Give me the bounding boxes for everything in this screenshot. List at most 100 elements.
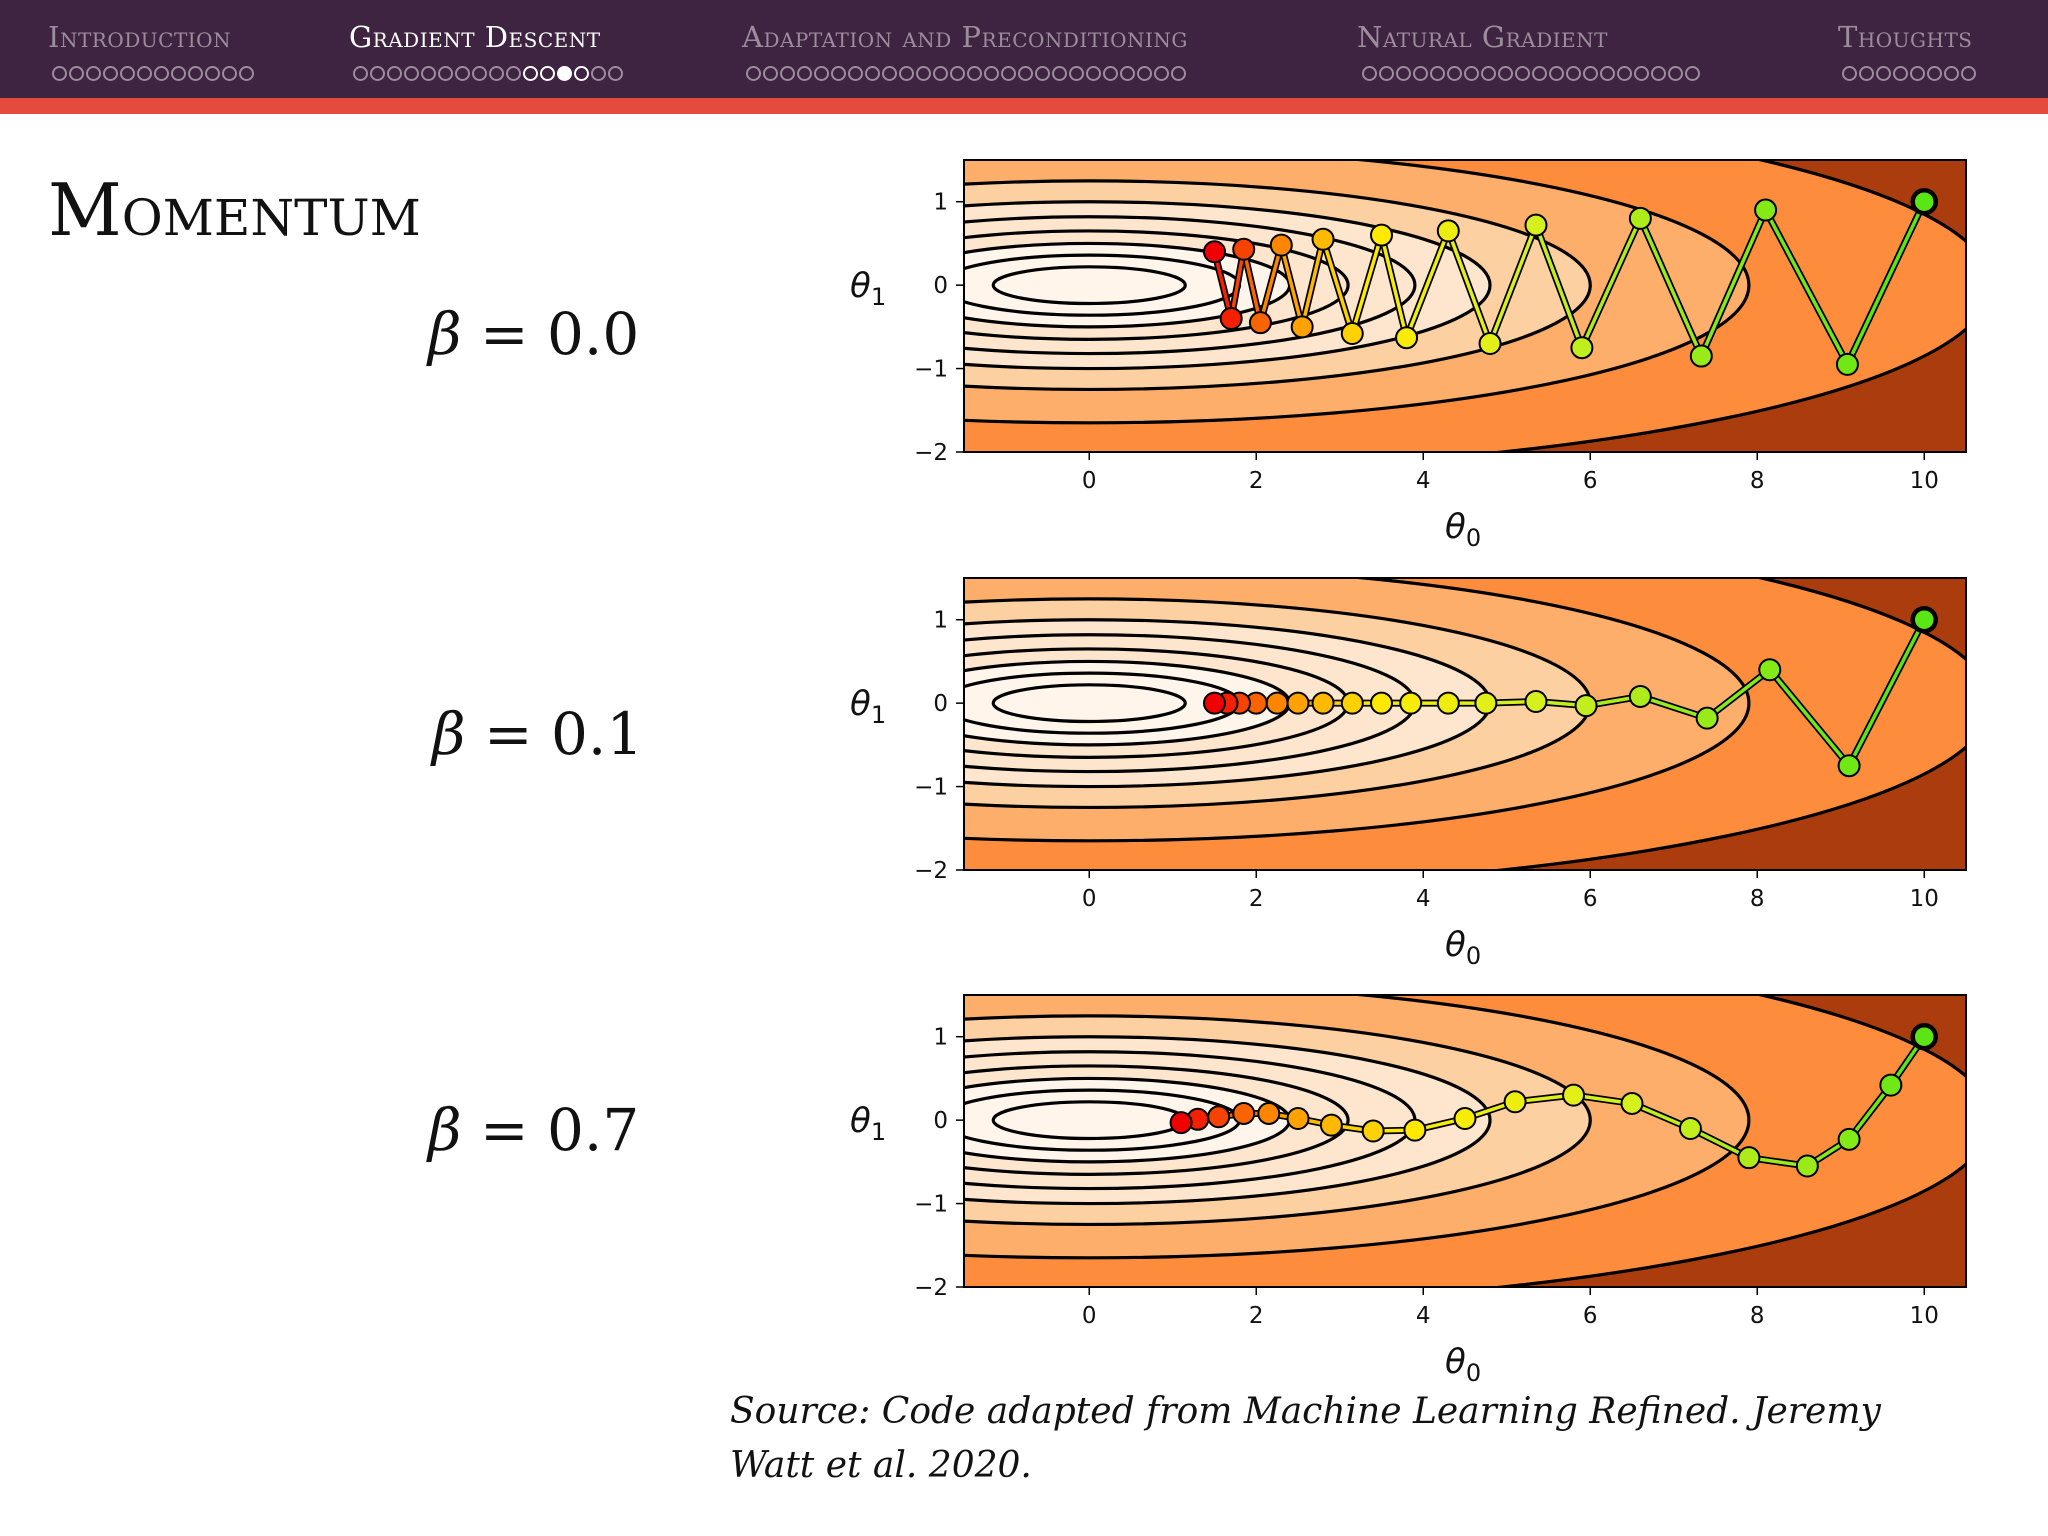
nav-progress-dot[interactable] <box>455 66 470 81</box>
nav-progress-dot[interactable] <box>865 66 880 81</box>
nav-progress-dot[interactable] <box>120 66 135 81</box>
nav-progress-dot[interactable] <box>1876 66 1891 81</box>
nav-progress-dot[interactable] <box>222 66 237 81</box>
nav-progress-dot[interactable] <box>984 66 999 81</box>
nav-progress-dot[interactable] <box>882 66 897 81</box>
nav-progress-dot[interactable] <box>86 66 101 81</box>
nav-dots-introduction[interactable] <box>52 66 254 88</box>
nav-progress-dot[interactable] <box>421 66 436 81</box>
nav-progress-dot[interactable] <box>831 66 846 81</box>
nav-progress-dot[interactable] <box>967 66 982 81</box>
nav-progress-dot[interactable] <box>797 66 812 81</box>
nav-progress-dot[interactable] <box>1464 66 1479 81</box>
nav-progress-dot[interactable] <box>523 66 538 81</box>
nav-progress-dot[interactable] <box>1481 66 1496 81</box>
nav-progress-dot[interactable] <box>1961 66 1976 81</box>
nav-progress-dot[interactable] <box>1069 66 1084 81</box>
nav-progress-dot[interactable] <box>1396 66 1411 81</box>
nav-progress-dot[interactable] <box>404 66 419 81</box>
nav-progress-dot[interactable] <box>950 66 965 81</box>
nav-progress-dot[interactable] <box>1859 66 1874 81</box>
nav-progress-dot[interactable] <box>780 66 795 81</box>
nav-progress-dot[interactable] <box>591 66 606 81</box>
nav-progress-dot[interactable] <box>1893 66 1908 81</box>
nav-progress-dot[interactable] <box>916 66 931 81</box>
nav-progress-dot[interactable] <box>1685 66 1700 81</box>
nav-progress-dot[interactable] <box>1137 66 1152 81</box>
nav-progress-dot[interactable] <box>137 66 152 81</box>
nav-progress-dot[interactable] <box>608 66 623 81</box>
nav-progress-dot[interactable] <box>1651 66 1666 81</box>
nav-progress-dot[interactable] <box>205 66 220 81</box>
nav-progress-dot[interactable] <box>1842 66 1857 81</box>
nav-progress-dot[interactable] <box>1944 66 1959 81</box>
nav-progress-dot[interactable] <box>1120 66 1135 81</box>
nav-progress-dot[interactable] <box>489 66 504 81</box>
nav-progress-dot[interactable] <box>1362 66 1377 81</box>
nav-progress-dot[interactable] <box>1566 66 1581 81</box>
iterate-point <box>1265 691 1289 715</box>
nav-progress-dot[interactable] <box>1668 66 1683 81</box>
nav-progress-dot[interactable] <box>1171 66 1186 81</box>
nav-dots-gradient-descent[interactable] <box>353 66 623 88</box>
nav-progress-dot[interactable] <box>1052 66 1067 81</box>
nav-progress-dot[interactable] <box>1086 66 1101 81</box>
y-tick-label: 1 <box>933 608 948 634</box>
nav-progress-dot[interactable] <box>1600 66 1615 81</box>
nav-progress-dot[interactable] <box>1035 66 1050 81</box>
nav-progress-dot[interactable] <box>438 66 453 81</box>
nav-progress-dot[interactable] <box>52 66 67 81</box>
nav-progress-dot[interactable] <box>1447 66 1462 81</box>
nav-progress-dot[interactable] <box>1532 66 1547 81</box>
nav-progress-dot[interactable] <box>103 66 118 81</box>
nav-progress-dot[interactable] <box>171 66 186 81</box>
nav-progress-dot[interactable] <box>472 66 487 81</box>
nav-progress-dot[interactable] <box>1927 66 1942 81</box>
nav-progress-dot[interactable] <box>1910 66 1925 81</box>
nav-progress-dot[interactable] <box>540 66 555 81</box>
nav-progress-dot[interactable] <box>1515 66 1530 81</box>
nav-progress-dot[interactable] <box>1154 66 1169 81</box>
nav-progress-dot[interactable] <box>1549 66 1564 81</box>
nav-progress-dot[interactable] <box>506 66 521 81</box>
nav-dots-natural-gradient[interactable] <box>1362 66 1700 88</box>
nav-dots-adaptation[interactable] <box>746 66 1186 88</box>
nav-section-adaptation[interactable]: Adaptation and Preconditioning <box>742 20 1188 54</box>
nav-progress-dot[interactable] <box>814 66 829 81</box>
nav-progress-dot[interactable] <box>1634 66 1649 81</box>
nav-progress-dot[interactable] <box>1103 66 1118 81</box>
nav-progress-dot[interactable] <box>1617 66 1632 81</box>
nav-progress-dot[interactable] <box>1413 66 1428 81</box>
nav-progress-dot[interactable] <box>574 66 589 81</box>
nav-progress-dot[interactable] <box>933 66 948 81</box>
nav-progress-dot[interactable] <box>1018 66 1033 81</box>
nav-progress-dot[interactable] <box>1379 66 1394 81</box>
nav-progress-dot[interactable] <box>557 66 572 81</box>
iterate-point <box>1837 754 1861 778</box>
nav-progress-dot[interactable] <box>1430 66 1445 81</box>
nav-progress-dot[interactable] <box>1498 66 1513 81</box>
nav-progress-dot[interactable] <box>370 66 385 81</box>
nav-progress-dot[interactable] <box>763 66 778 81</box>
nav-progress-dot[interactable] <box>353 66 368 81</box>
nav-dots-thoughts[interactable] <box>1842 66 1976 88</box>
nav-progress-dot[interactable] <box>1583 66 1598 81</box>
nav-progress-dot[interactable] <box>154 66 169 81</box>
iterate-point <box>1562 1083 1586 1107</box>
nav-progress-dot[interactable] <box>899 66 914 81</box>
nav-progress-dot[interactable] <box>69 66 84 81</box>
nav-progress-dot[interactable] <box>188 66 203 81</box>
nav-progress-dot[interactable] <box>848 66 863 81</box>
nav-section-gradient-descent[interactable]: Gradient Descent <box>349 20 601 54</box>
iterate-point <box>1628 206 1652 230</box>
nav-progress-dot[interactable] <box>746 66 761 81</box>
nav-section-introduction[interactable]: Introduction <box>48 20 232 54</box>
iterate-point <box>1203 691 1226 715</box>
nav-progress-dot[interactable] <box>387 66 402 81</box>
beta-label-0: β = 0.0 <box>428 300 640 368</box>
nav-progress-dot[interactable] <box>1001 66 1016 81</box>
nav-section-natural-gradient[interactable]: Natural Gradient <box>1357 20 1608 54</box>
contour-field <box>964 995 1966 1287</box>
nav-section-thoughts[interactable]: Thoughts <box>1838 20 1973 54</box>
nav-progress-dot[interactable] <box>239 66 254 81</box>
